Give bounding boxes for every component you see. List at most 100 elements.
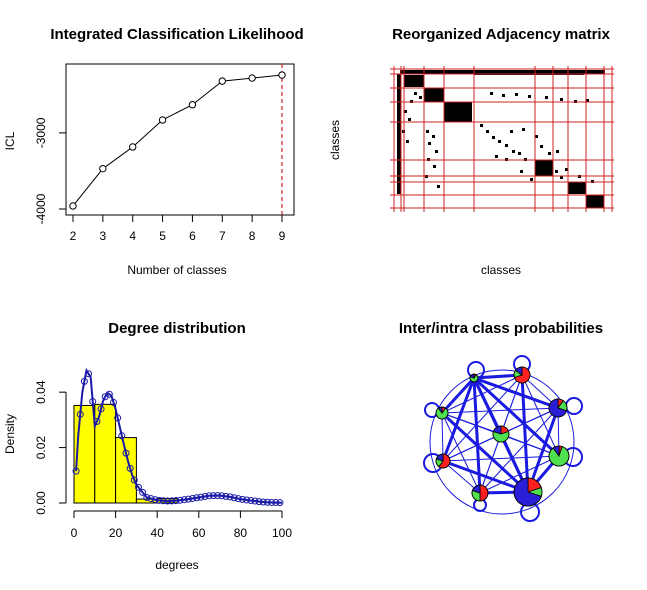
adj-cell [512,150,515,153]
degree-density-point [272,499,280,507]
icl-title: Integrated Classification Likelihood [50,26,303,43]
degree-density-point [180,496,188,504]
icl-plot-box [65,63,295,216]
degree-density-point [226,493,234,501]
network-edge [442,455,560,462]
degree-density-curve [75,367,283,504]
icl-ytick-label: -3000 [34,117,48,148]
degree-density-point [126,464,134,472]
degree-density-point [189,494,197,502]
adj-cell [414,92,417,95]
degree-density-point [218,492,226,500]
degree-density-point [147,495,155,503]
adj-cell [432,135,435,138]
network-self-loop [565,397,583,415]
adj-ylabel: classes [328,120,342,160]
degree-density-point [201,492,209,500]
deg-ytick-label: 0.04 [34,380,48,404]
network-edge [442,459,529,494]
degree-density-point [122,449,130,457]
icl-point [248,74,256,82]
network-plot [423,355,583,522]
adj-cell [408,118,411,121]
adj-cell [404,110,407,113]
adj-title: Reorganized Adjacency matrix [392,26,611,43]
degree-density-point [110,398,118,406]
degree-density-point [247,497,255,505]
deg-xtick-label: 40 [151,526,165,540]
icl-point [69,202,77,210]
icl-series-line [72,74,283,207]
adj-cell [586,99,589,102]
degree-density-point [155,496,163,504]
degree-density-point [89,397,97,405]
degree-density-point [168,497,176,505]
adj-cell [426,130,429,133]
degree-density-point [255,498,263,506]
adj-cell [419,96,422,99]
network-edge [441,374,523,414]
adj-cell [555,170,558,173]
degree-bar [115,437,137,504]
degree-density-point [97,405,105,413]
adj-cell [545,96,548,99]
adj-cell [548,152,551,155]
degree-density-point [134,483,142,491]
icl-xlabel: Number of classes [127,263,226,277]
adj-cell [518,152,521,155]
adj-block [404,75,424,87]
degree-density-point [214,492,222,500]
degree-density-point [230,494,238,502]
icl-xtick-label: 3 [100,229,107,243]
degree-density-point [276,499,284,507]
adj-cell [515,93,518,96]
degree-density-point [93,418,101,426]
adj-cell [490,92,493,95]
degree-density-point [80,377,88,385]
network-node [513,366,531,384]
adj-cell [510,130,513,133]
degree-density-point [259,498,267,506]
degree-density-point [151,496,159,504]
adj-cell [528,95,531,98]
adj-cell [560,176,563,179]
adj-cell [495,155,498,158]
adj-cell [498,140,501,143]
network-node [435,453,451,469]
icl-xtick-label: 8 [249,229,256,243]
deg-title: Degree distribution [108,320,246,337]
degree-plot: 0 20 40 60 80 100 0.00 0.02 0.04 [34,367,292,540]
adj-block [424,88,444,102]
deg-ylabel: Density [3,414,17,454]
icl-point [278,71,286,79]
degree-density-point [251,497,259,505]
degree-density-point [193,494,201,502]
adj-block [586,195,604,208]
deg-ytick-label: 0.02 [34,436,48,460]
adj-cell [406,140,409,143]
network-edge [442,374,523,462]
adj-cell [505,144,508,147]
icl-point [188,101,197,109]
adj-block [568,182,586,194]
adj-cell [522,128,525,131]
icl-xtick-label: 9 [279,229,286,243]
network-edge [479,455,560,494]
network-ring [429,369,575,515]
degree-density-point [205,492,213,500]
adj-cell [435,150,438,153]
network-node [471,484,489,502]
adj-cell [556,150,559,153]
icl-xtick-label: 7 [219,229,226,243]
degree-density-point [176,496,184,504]
degree-density-point [184,495,192,503]
network-node [548,445,570,467]
icl-ylabel: ICL [3,131,17,150]
icl-xtick-label: 2 [70,229,77,243]
network-edge [442,433,502,462]
adj-cell [428,142,431,145]
icl-point [218,77,226,85]
degree-density-point [118,432,126,440]
adj-block [535,160,553,176]
